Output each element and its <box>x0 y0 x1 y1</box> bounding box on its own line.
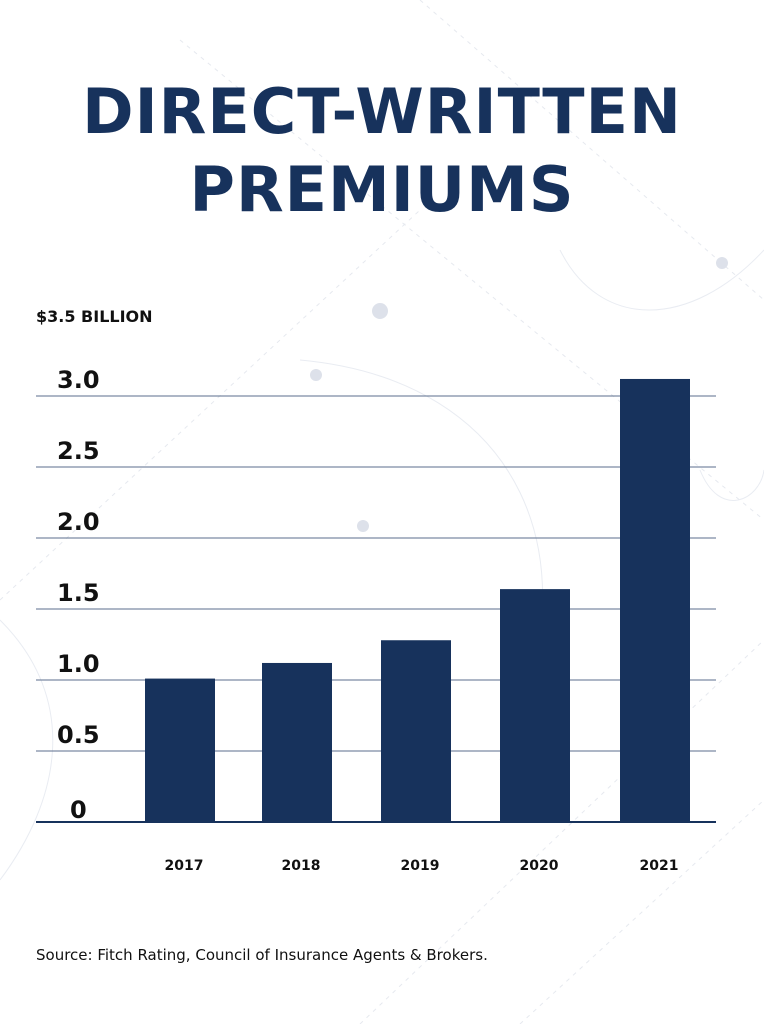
x-tick-label: 2018 <box>282 858 321 874</box>
bar-2019 <box>381 640 451 822</box>
source-note: Source: Fitch Rating, Council of Insuran… <box>36 946 488 964</box>
y-tick-label: 1.0 <box>57 650 100 678</box>
x-axis-ticks: 2017 2018 2019 2020 2021 <box>165 858 679 874</box>
y-tick-label: 2.0 <box>57 508 100 536</box>
bar-2020 <box>500 589 570 822</box>
x-tick-label: 2019 <box>401 858 440 874</box>
y-tick-label: 2.5 <box>57 437 100 465</box>
x-tick-label: 2021 <box>640 858 679 874</box>
y-tick-label: 0.5 <box>57 721 100 749</box>
x-tick-label: 2020 <box>520 858 559 874</box>
bar-2018 <box>262 662 332 822</box>
y-tick-label: 0 <box>70 796 87 824</box>
bar-2017 <box>145 678 215 822</box>
y-tick-label: 1.5 <box>57 579 100 607</box>
chart-title-line-1: DIRECT-WRITTEN <box>82 75 682 148</box>
y-axis-unit-label: $3.5 BILLION <box>36 307 153 326</box>
y-tick-label: 3.0 <box>57 366 100 394</box>
bar-2021 <box>620 378 690 822</box>
chart-title-line-2: PREMIUMS <box>189 153 575 226</box>
y-axis-ticks: 0 0.5 1.0 1.5 2.0 2.5 3.0 <box>57 366 100 824</box>
bars <box>145 378 690 822</box>
x-tick-label: 2017 <box>165 858 204 874</box>
gridlines <box>36 395 716 752</box>
